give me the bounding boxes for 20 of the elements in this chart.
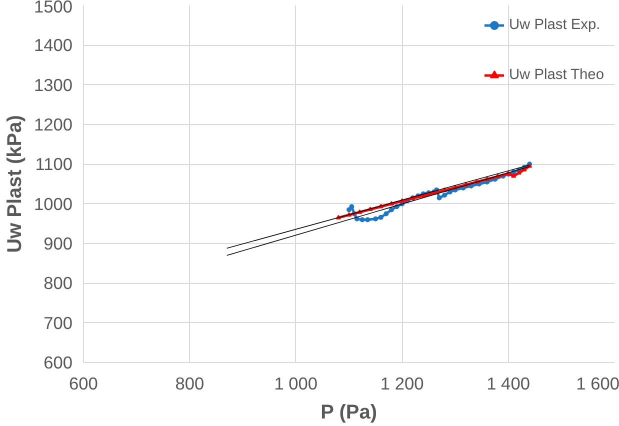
y-axis-title: Uw Plast (kPa) bbox=[4, 115, 26, 253]
y-tick-label: 1300 bbox=[34, 74, 73, 95]
y-tick-label: 600 bbox=[44, 352, 73, 372]
y-tick-label: 1500 bbox=[34, 0, 73, 16]
y-tick-label: 900 bbox=[44, 234, 73, 254]
x-tick-label: 600 bbox=[69, 374, 98, 394]
y-tick-label: 1400 bbox=[34, 35, 73, 56]
legend-label: Uw Plast Exp. bbox=[508, 17, 600, 33]
x-tick-label: 800 bbox=[175, 374, 204, 394]
x-axis-title: P (Pa) bbox=[320, 402, 377, 424]
x-tick-label: 1 400 bbox=[486, 374, 530, 394]
y-tick-label: 1100 bbox=[35, 154, 73, 174]
y-tick-label: 800 bbox=[44, 273, 73, 294]
y-tick-label: 1000 bbox=[34, 194, 73, 214]
legend-label: Uw Plast Theo bbox=[508, 67, 604, 83]
x-tick-label: 1 600 bbox=[576, 374, 619, 394]
x-tick-label: 1 000 bbox=[274, 374, 318, 394]
y-tick-label: 700 bbox=[44, 312, 73, 333]
x-tick-label: 1 200 bbox=[380, 374, 424, 394]
y-tick-label: 1200 bbox=[34, 114, 73, 134]
